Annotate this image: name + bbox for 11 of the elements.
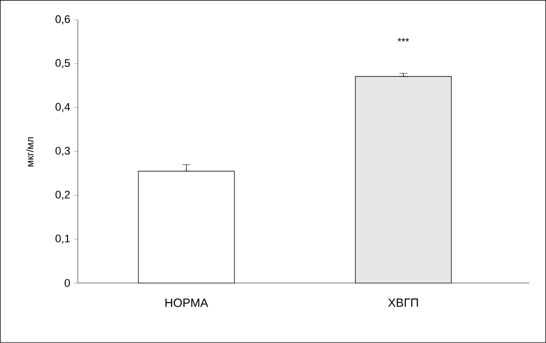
y-tick-label: 0 [64, 279, 70, 287]
y-tick-label: 0,6 [56, 15, 70, 24]
x-tick-label: НОРМА [165, 298, 208, 308]
y-axis-title: мкг/мл [26, 138, 34, 166]
y-tick-label: 0,5 [56, 59, 70, 68]
x-tick-label: ХВГП [388, 298, 418, 307]
y-tick-label: 0,2 [56, 190, 70, 200]
y-tick-label: 0,1 [56, 234, 70, 244]
y-tick-label: 0,4 [56, 103, 70, 112]
annotation: *** [398, 38, 409, 42]
y-tick-label: 0,3 [56, 146, 70, 156]
